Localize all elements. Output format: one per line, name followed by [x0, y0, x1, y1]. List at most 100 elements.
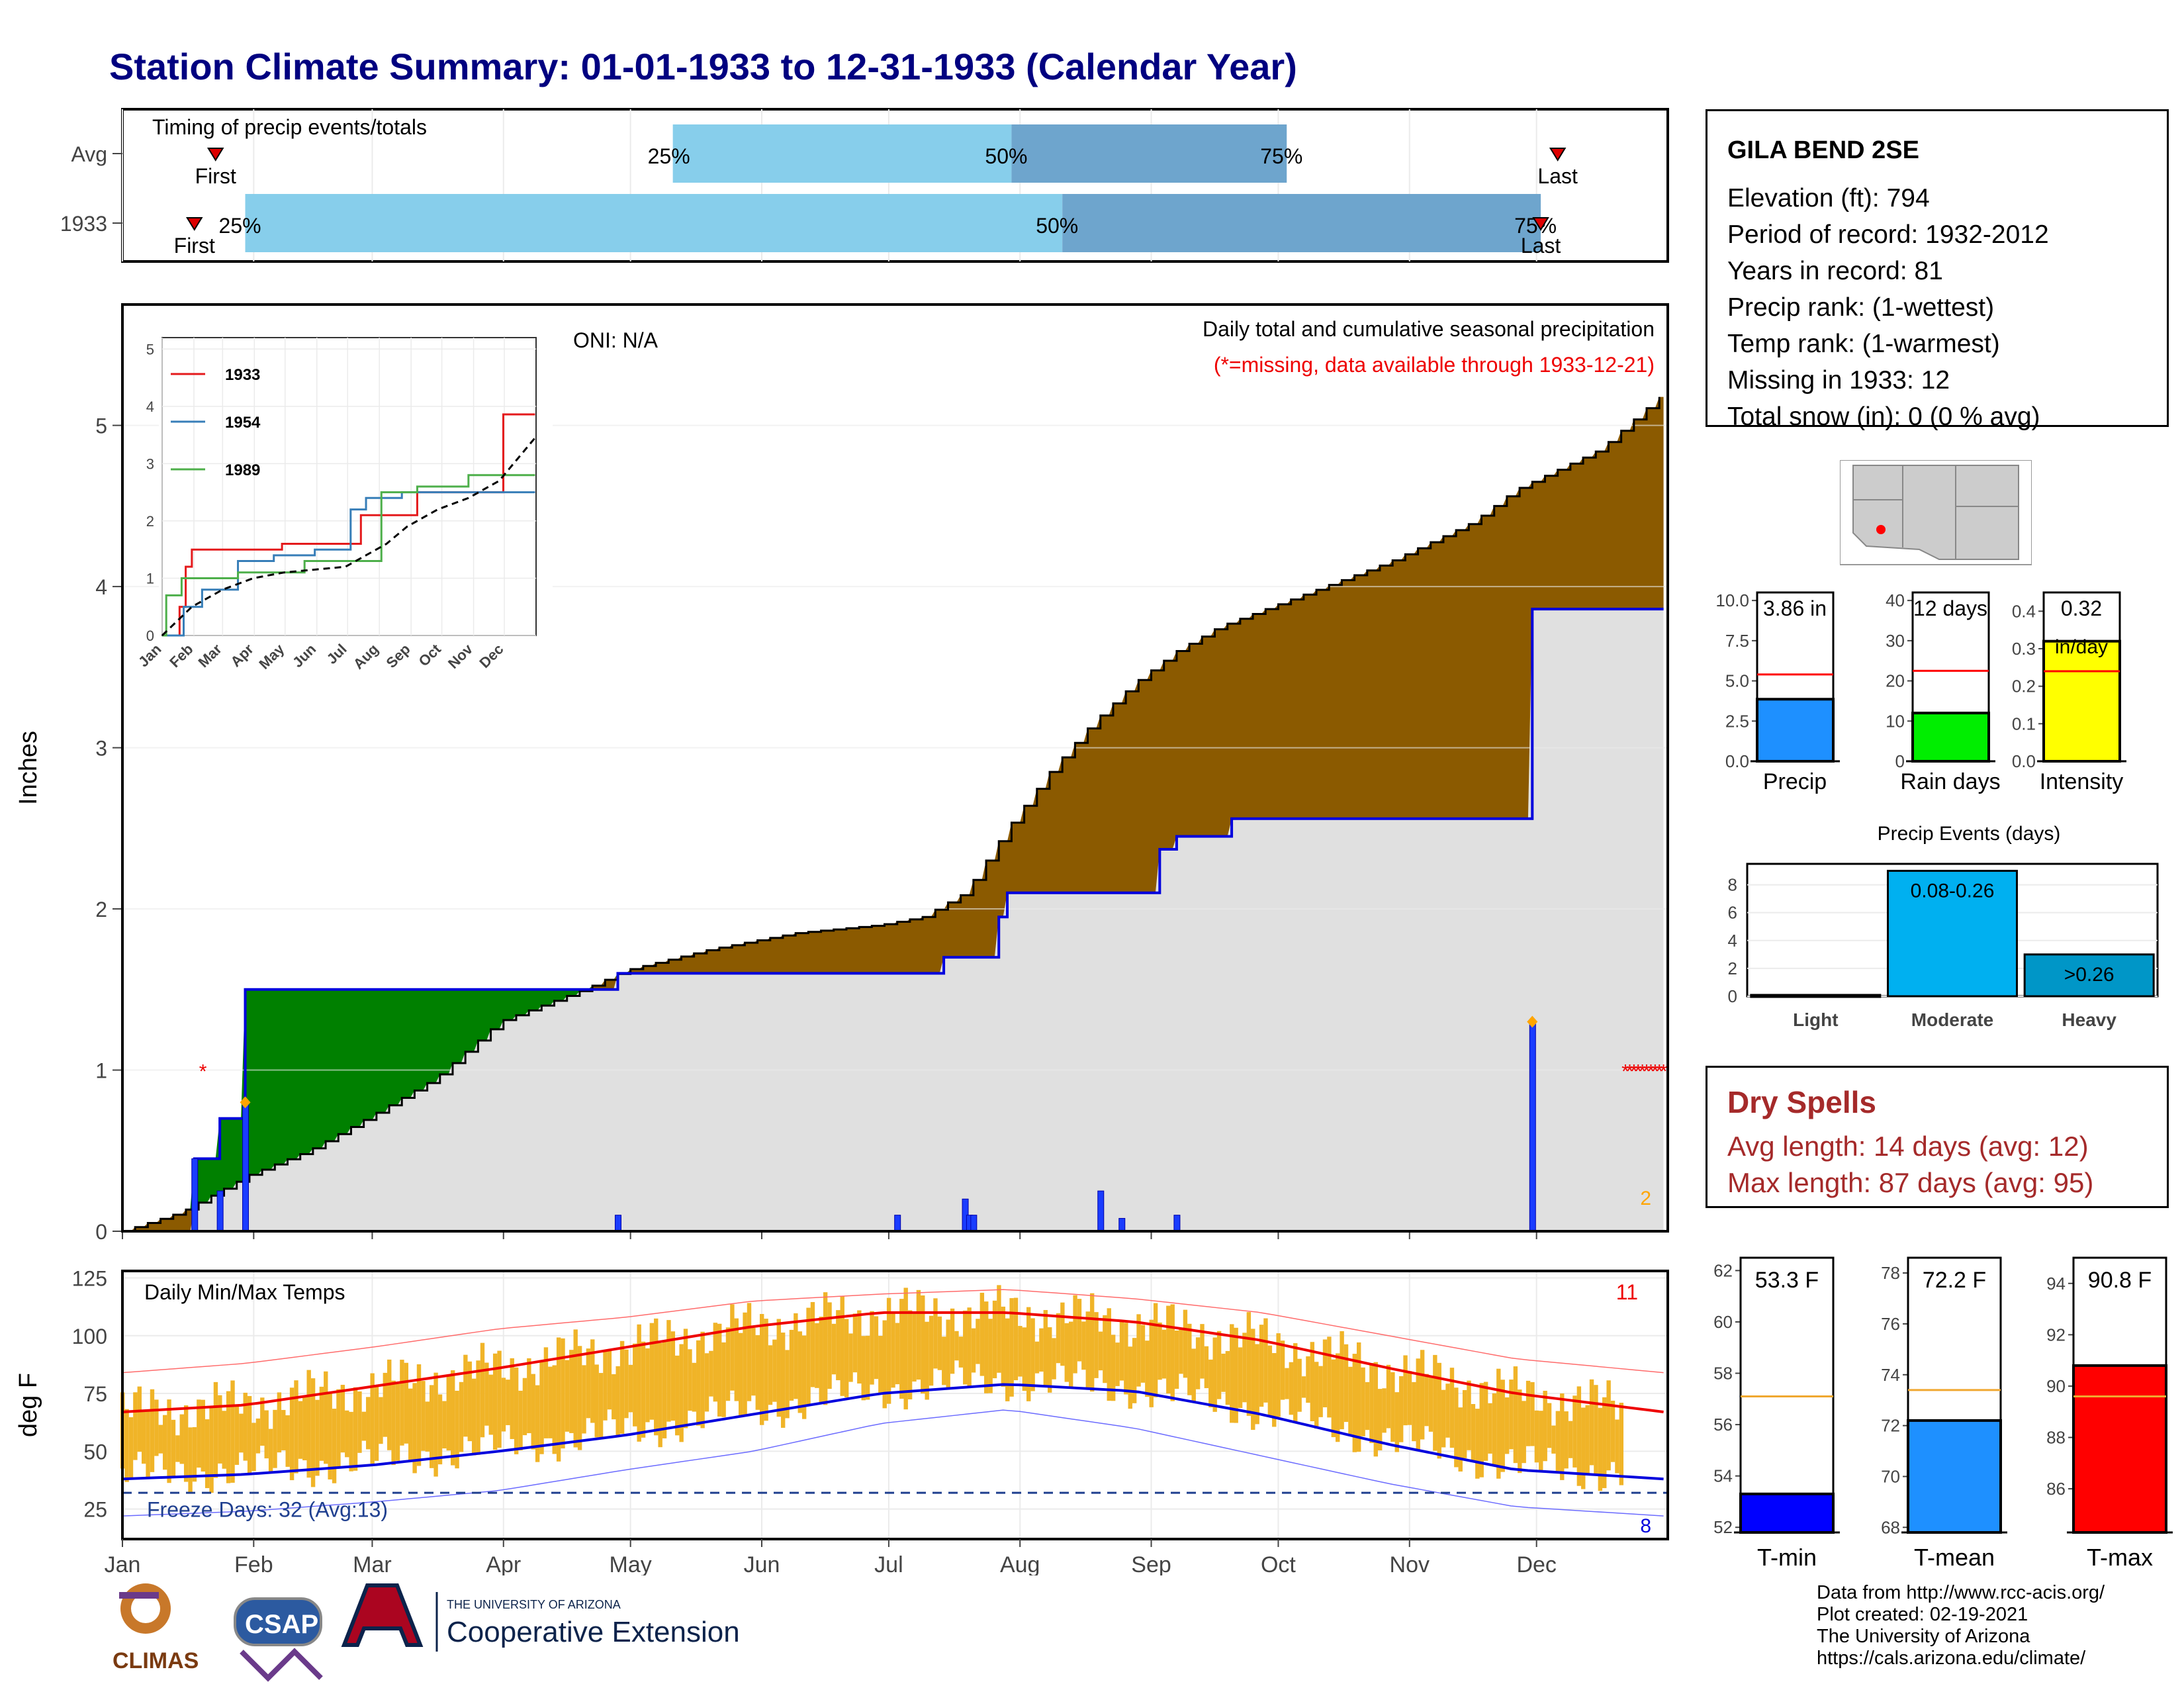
- dry-spells-avg: Avg length: 14 days (avg: 12): [1727, 1131, 2089, 1162]
- daily-temp-bar: [1615, 1419, 1619, 1474]
- daily-temp-bar: [222, 1411, 226, 1469]
- daily-temp-bar: [717, 1323, 722, 1417]
- highlight-diamond-icon: [240, 1096, 251, 1109]
- timing-bar-25-50: [672, 124, 1012, 183]
- daily-temp-bar: [794, 1313, 798, 1399]
- daily-temp-bar: [412, 1383, 417, 1474]
- timing-first-label: First: [174, 234, 215, 258]
- daily-temp-bar: [171, 1419, 176, 1476]
- daily-temp-bar: [484, 1362, 489, 1426]
- timing-last-label: Last: [1521, 234, 1561, 258]
- daily-temp-bar: [319, 1386, 324, 1461]
- tmax-summary-ytick-label: 90: [2046, 1376, 2066, 1396]
- inset-series-line-avg: [161, 437, 536, 637]
- daily-temp-bar: [133, 1392, 138, 1460]
- precip-ytick-label: 1: [95, 1059, 107, 1083]
- daily-temp-bar: [654, 1318, 659, 1436]
- daily-temp-bar: [463, 1354, 468, 1437]
- daily-temp-bar: [801, 1335, 807, 1419]
- missing-day-marker: *: [199, 1061, 207, 1083]
- daily-temp-bar: [1327, 1336, 1332, 1418]
- summary-bar-name: Precip: [1763, 769, 1827, 794]
- missing-day-marker: *: [1655, 1061, 1663, 1083]
- daily-temp-bar: [1560, 1393, 1565, 1480]
- daily-temp-bar: [1276, 1333, 1281, 1417]
- daily-temp-bar: [251, 1423, 256, 1472]
- daily-temp-bar: [1200, 1324, 1205, 1379]
- precip-ytick-label: 4: [95, 575, 107, 599]
- daily-temp-bar: [637, 1324, 641, 1442]
- daily-temp-bar: [395, 1383, 400, 1461]
- tmin-summary-bar: [1739, 1492, 1835, 1534]
- daily-temp-bar: [1107, 1308, 1111, 1401]
- daily-temp-bar: [374, 1385, 379, 1461]
- daily-temp-bar: [679, 1344, 684, 1442]
- daily-temp-bar: [1416, 1358, 1420, 1450]
- ua-big-text: Cooperative Extension: [447, 1616, 740, 1648]
- daily-temp-bar: [273, 1409, 277, 1468]
- station-location-dot: [1876, 525, 1886, 534]
- daily-temp-bar: [844, 1319, 849, 1397]
- daily-temp-bar: [1420, 1350, 1425, 1440]
- daily-temp-bar: [340, 1384, 345, 1453]
- daily-temp-bar: [1001, 1306, 1006, 1387]
- daily-temp-bar: [1221, 1353, 1226, 1392]
- csap-logo-text: CSAP: [245, 1610, 318, 1639]
- intensity-summary-bar: [2042, 639, 2121, 763]
- daily-temp-bar: [1386, 1364, 1391, 1429]
- avg-cumulative-line: [122, 397, 1661, 1233]
- page-title: Station Climate Summary: 01-01-1933 to 1…: [109, 46, 1297, 87]
- precip-caption: Daily total and cumulative seasonal prec…: [1203, 317, 1655, 341]
- month-axis-label: Oct: [1261, 1552, 1296, 1575]
- daily-temp-bar: [1525, 1380, 1531, 1446]
- daily-temp-bar: [1081, 1321, 1086, 1370]
- daily-temp-bar: [764, 1319, 768, 1421]
- events-category-label: Moderate: [1911, 1009, 1993, 1030]
- timing-p50-label: 50%: [1036, 214, 1078, 238]
- daily-temp-bar: [243, 1392, 248, 1461]
- daily-temp-bar: [1318, 1366, 1323, 1417]
- daily-temp-bar: [488, 1374, 493, 1435]
- daily-temp-bar: [480, 1342, 485, 1438]
- daily-precip-bar: [191, 1158, 199, 1232]
- daily-temp-bar: [759, 1313, 764, 1425]
- tmean-summary-ytick-label: 76: [1881, 1314, 1900, 1334]
- daily-temp-bar: [649, 1323, 655, 1420]
- daily-temp-bar: [772, 1339, 777, 1402]
- daily-temp-bar: [128, 1417, 134, 1479]
- intensity-unit-label: in/day: [2055, 636, 2108, 658]
- daily-temp-bar: [1119, 1320, 1124, 1381]
- daily-temp-bar: [1555, 1411, 1561, 1473]
- temp-frame: [121, 1270, 1669, 1540]
- daily-temp-bar: [213, 1382, 218, 1478]
- last-marker-icon: [1549, 148, 1567, 162]
- daily-temp-bar: [467, 1361, 472, 1442]
- daily-temp-bar: [827, 1302, 832, 1389]
- temp-ytick-label: 125: [72, 1266, 107, 1290]
- precip-missing-note: (*=missing, data available through 1933-…: [1214, 353, 1655, 377]
- daily-temp-bar: [815, 1323, 819, 1388]
- daily-temp-bar: [277, 1392, 282, 1453]
- missing-day-marker: *: [1643, 1061, 1651, 1083]
- daily-temp-bar: [531, 1374, 535, 1450]
- precip-surplus-area: [122, 397, 1664, 1231]
- daily-temp-bar: [1424, 1374, 1429, 1427]
- daily-precip-bar: [216, 1190, 224, 1232]
- daily-temp-bar: [1068, 1321, 1073, 1387]
- daily-temp-bar: [1124, 1323, 1128, 1395]
- daily-temp-bar: [899, 1299, 904, 1399]
- daily-temp-bar: [450, 1370, 455, 1466]
- daily-temp-bar: [607, 1350, 612, 1410]
- avg-max-line: [122, 1311, 1664, 1413]
- daily-temp-bar: [1128, 1346, 1132, 1409]
- daily-temp-bar: [619, 1340, 625, 1434]
- month-axis-label: Aug: [1000, 1552, 1040, 1575]
- daily-temp-bar: [1343, 1344, 1349, 1423]
- precip-summary-bar: [1756, 698, 1835, 763]
- daily-temp-bar: [1441, 1389, 1446, 1448]
- daily-temp-bar: [188, 1427, 193, 1492]
- events-bar-label: >0.26: [2064, 964, 2115, 986]
- daily-temp-bar: [124, 1409, 129, 1482]
- daily-temp-bar: [1348, 1366, 1353, 1435]
- daily-temp-bar: [1230, 1324, 1234, 1423]
